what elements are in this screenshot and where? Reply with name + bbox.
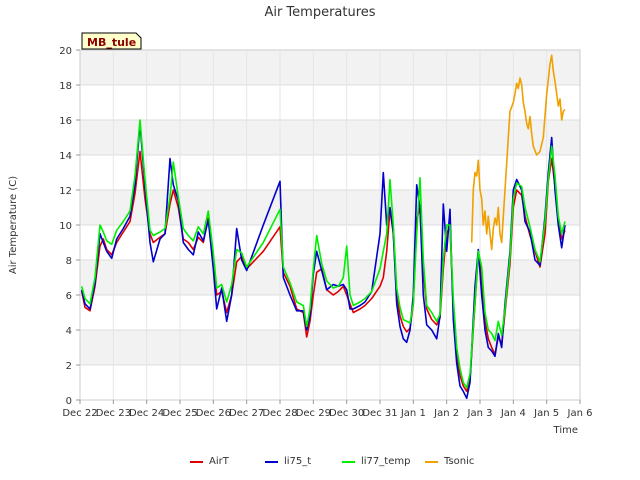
plot-band (80, 120, 580, 155)
plot-band (80, 260, 580, 295)
site-badge-shape (81, 32, 142, 50)
series-line-li77-temp (80, 119, 566, 389)
x-tick-label: Jan 3 (467, 408, 493, 419)
x-tick-label: Dec 26 (196, 408, 231, 419)
y-tick-label: 10 (59, 221, 72, 232)
y-tick-label: 20 (59, 46, 72, 57)
site-badge: MB_tule (81, 32, 142, 50)
y-tick-label: 18 (59, 81, 72, 92)
x-tick-label: Jan 4 (500, 408, 526, 419)
y-tick-label: 2 (66, 361, 72, 372)
x-tick-label: Dec 29 (296, 408, 331, 419)
y-tick-label: 12 (59, 186, 72, 197)
legend-label: li75_t (284, 456, 311, 467)
x-tick-label: Dec 30 (329, 408, 364, 419)
x-tick-label: Jan 5 (533, 408, 559, 419)
series-line-li75-t (80, 122, 566, 400)
x-tick-label: Jan 6 (567, 408, 593, 419)
legend-label: Tsonic (443, 456, 474, 467)
y-tick-label: 8 (66, 256, 72, 267)
y-axis-ticks: 0 2 4 6 8 10 12 14 16 18 20 (59, 46, 80, 407)
x-tick-label: Dec 27 (229, 408, 264, 419)
legend-label: li77_temp (361, 456, 410, 467)
legend: AirT li75_t li77_temp Tsonic (190, 456, 474, 467)
legend-label: AirT (209, 456, 230, 467)
x-tick-label: Dec 24 (129, 408, 164, 419)
x-tick-label: Dec 25 (162, 408, 197, 419)
y-tick-label: 0 (66, 396, 72, 407)
plot-band (80, 50, 580, 85)
y-tick-label: 6 (66, 291, 72, 302)
x-tick-label: Dec 28 (262, 408, 297, 419)
y-tick-label: 16 (59, 116, 72, 127)
y-axis-title: Air Temperature (C) (8, 176, 19, 274)
series-line-tsonic (470, 54, 566, 251)
y-tick-label: 14 (59, 151, 72, 162)
chart-title: Air Temperatures (264, 5, 375, 20)
plot-bands (80, 50, 580, 365)
x-tick-label: Jan 1 (400, 408, 426, 419)
series-lines (80, 54, 566, 400)
x-tick-label: Dec 23 (96, 408, 131, 419)
x-tick-label: Jan 2 (433, 408, 459, 419)
x-axis-title: Time (553, 425, 578, 436)
plot-band (80, 330, 580, 365)
x-tick-label: Dec 22 (62, 408, 97, 419)
y-tick-label: 4 (66, 326, 72, 337)
x-tick-label: Dec 31 (362, 408, 397, 419)
site-badge-label: MB_tule (87, 36, 136, 49)
